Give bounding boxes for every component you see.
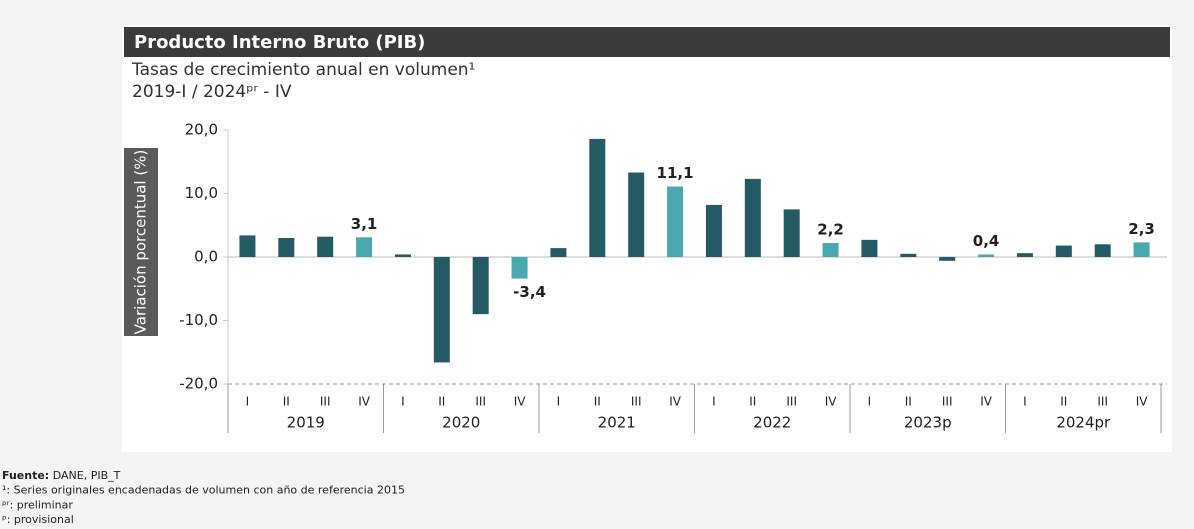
x-tick-label: III — [942, 395, 953, 409]
bar — [394, 254, 411, 257]
bar — [1133, 242, 1150, 257]
x-tick-label: III — [631, 395, 642, 409]
group-label: 2019 — [287, 414, 325, 432]
bar — [550, 248, 567, 257]
bar — [356, 237, 373, 257]
bar — [1055, 245, 1072, 257]
x-tick-label: II — [749, 395, 756, 409]
footnote-mark: ¹ — [2, 484, 6, 497]
group-label: 2020 — [442, 414, 480, 432]
data-label: -3,4 — [513, 283, 546, 301]
footnote: Fuente: DANE, PIB_T — [2, 469, 121, 482]
bar — [433, 257, 450, 363]
y-tick-label: 20,0 — [185, 121, 218, 139]
bar — [822, 243, 839, 257]
x-tick-label: II — [283, 395, 290, 409]
data-label: 2,3 — [1128, 220, 1155, 238]
footnote: ¹: Series originales encadenadas de volu… — [2, 484, 405, 497]
bar — [861, 239, 878, 257]
panel — [122, 25, 1172, 452]
x-tick-label: II — [438, 395, 445, 409]
bar — [589, 138, 606, 257]
group-label: 2023p — [904, 414, 952, 432]
y-axis-label: Variación porcentual (%) — [132, 150, 150, 335]
footnote-mark: ᵖ — [2, 513, 7, 526]
y-tick-label: -10,0 — [179, 311, 218, 329]
x-tick-label: I — [401, 395, 405, 409]
footnote-text: : provisional — [7, 513, 74, 526]
x-tick-label: I — [1023, 395, 1027, 409]
x-tick-label: II — [594, 395, 601, 409]
bar — [1094, 244, 1111, 257]
x-tick-label: I — [712, 395, 716, 409]
bar — [667, 186, 684, 257]
bar — [1016, 253, 1033, 257]
y-tick-label: -20,0 — [179, 375, 218, 393]
y-tick-label: 0,0 — [194, 248, 218, 266]
subtitle: Tasas de crecimiento anual en volumen¹ — [131, 60, 475, 80]
bar — [628, 172, 645, 257]
x-tick-label: III — [786, 395, 797, 409]
x-tick-label: IV — [825, 395, 838, 409]
bar — [978, 254, 995, 257]
bar — [317, 236, 334, 257]
x-tick-label: IV — [358, 395, 371, 409]
bar — [744, 178, 761, 257]
bar — [705, 204, 722, 257]
data-label: 0,4 — [973, 232, 1000, 250]
footnote-text: DANE, PIB_T — [49, 469, 120, 482]
data-label: 2,2 — [817, 221, 844, 239]
x-tick-label: IV — [1136, 395, 1149, 409]
x-tick-label: IV — [514, 395, 527, 409]
chart-title: Producto Interno Bruto (PIB) — [134, 32, 425, 53]
footnote-mark: ᵖʳ — [2, 498, 10, 511]
footnote: ᵖʳ: preliminar — [2, 498, 73, 511]
x-tick-label: IV — [669, 395, 682, 409]
footnote: ᵖ: provisional — [2, 513, 74, 526]
footnote-mark: Fuente: — [2, 469, 49, 482]
bar — [278, 237, 295, 257]
x-tick-label: III — [1097, 395, 1108, 409]
x-tick-label: III — [320, 395, 331, 409]
footnote-text: : preliminar — [10, 498, 74, 511]
group-label: 2024pr — [1056, 414, 1111, 432]
x-tick-label: III — [475, 395, 486, 409]
data-label: 11,1 — [657, 164, 694, 182]
bar — [511, 257, 528, 279]
x-tick-label: IV — [980, 395, 993, 409]
x-tick-label: II — [1060, 395, 1067, 409]
title-bar — [124, 27, 1170, 57]
x-tick-label: II — [905, 395, 912, 409]
y-label-box — [124, 148, 158, 336]
bar — [900, 253, 917, 257]
x-tick-label: I — [557, 395, 561, 409]
bar — [472, 257, 489, 315]
bar — [939, 257, 956, 261]
data-label: 3,1 — [351, 215, 378, 233]
group-label: 2021 — [598, 414, 636, 432]
footnote-text: : Series originales encadenadas de volum… — [6, 484, 405, 497]
bar — [239, 235, 256, 257]
x-tick-label: I — [868, 395, 872, 409]
y-tick-label: 10,0 — [185, 184, 218, 202]
bar — [783, 209, 800, 257]
x-tick-label: I — [246, 395, 250, 409]
group-label: 2022 — [753, 414, 791, 432]
subtitle: 2019-I / 2024ᵖʳ - IV — [132, 82, 292, 102]
